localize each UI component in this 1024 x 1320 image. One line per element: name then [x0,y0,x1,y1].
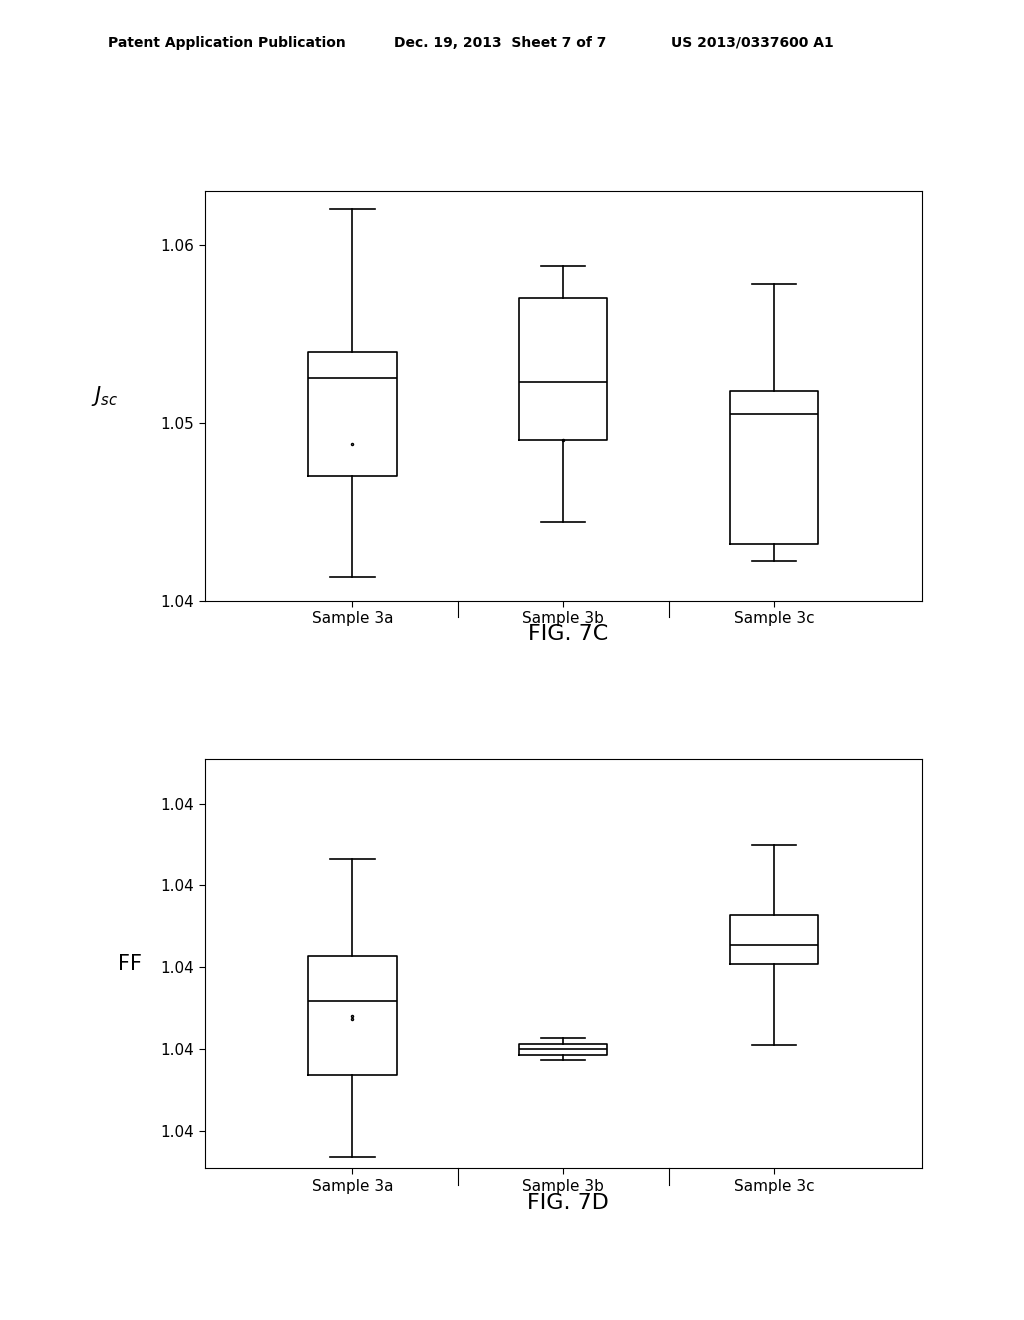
Y-axis label: FF: FF [118,953,142,974]
Text: $J_{sc}$: $J_{sc}$ [91,384,118,408]
Text: Patent Application Publication: Patent Application Publication [108,36,345,50]
Text: FIG. 7C: FIG. 7C [528,624,608,644]
Text: US 2013/0337600 A1: US 2013/0337600 A1 [671,36,834,50]
Text: FIG. 7D: FIG. 7D [527,1193,609,1213]
Text: Dec. 19, 2013  Sheet 7 of 7: Dec. 19, 2013 Sheet 7 of 7 [394,36,606,50]
